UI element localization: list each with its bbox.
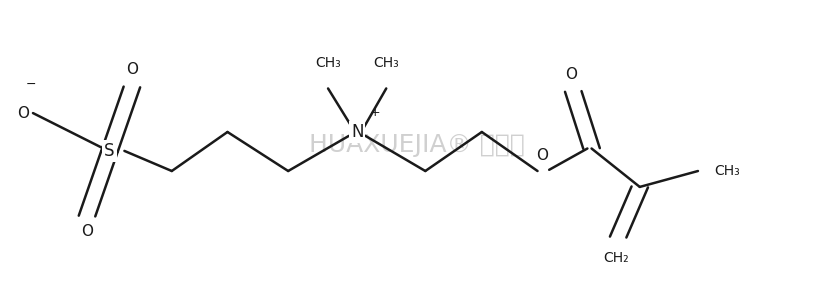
Text: +: + — [369, 106, 380, 119]
Text: −: − — [25, 78, 36, 91]
Text: S: S — [104, 142, 115, 161]
Text: CH₃: CH₃ — [315, 56, 341, 70]
Text: O: O — [81, 224, 93, 239]
Text: HUAXUEJIA® 化学加: HUAXUEJIA® 化学加 — [309, 134, 525, 158]
Text: CH₂: CH₂ — [603, 251, 629, 265]
Text: N: N — [351, 123, 364, 141]
Text: O: O — [565, 67, 578, 82]
Text: O: O — [126, 62, 138, 77]
Text: O: O — [535, 148, 548, 163]
Text: CH₃: CH₃ — [715, 164, 741, 178]
Text: CH₃: CH₃ — [374, 56, 399, 70]
Text: O: O — [17, 105, 29, 121]
